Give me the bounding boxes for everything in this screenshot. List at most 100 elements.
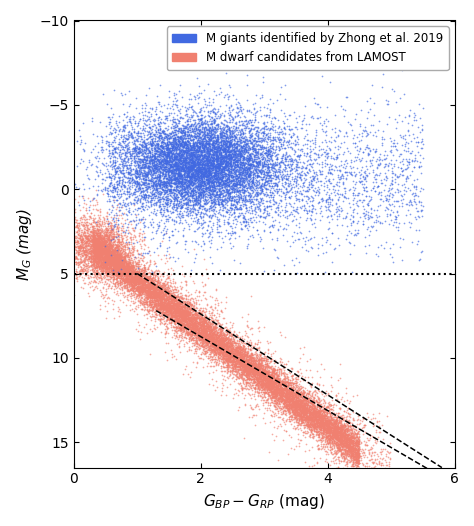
Point: [210, 172, 217, 180]
Point: [254, 148, 261, 157]
Point: [368, 469, 376, 478]
Point: [201, 141, 209, 149]
Point: [168, 317, 176, 325]
Point: [94, 249, 102, 257]
Point: [291, 373, 299, 382]
Point: [347, 432, 355, 440]
Point: [210, 156, 217, 165]
Point: [233, 152, 241, 160]
Point: [176, 159, 183, 167]
Point: [192, 195, 200, 203]
Point: [127, 272, 135, 281]
Point: [198, 166, 205, 175]
Point: [264, 349, 272, 358]
Point: [298, 408, 306, 416]
Point: [342, 437, 349, 446]
Point: [189, 311, 197, 319]
Point: [236, 363, 244, 371]
Point: [103, 99, 111, 108]
Point: [199, 135, 207, 143]
Point: [311, 407, 319, 416]
Point: [187, 322, 194, 330]
Point: [198, 340, 206, 349]
Point: [277, 386, 284, 394]
Point: [178, 181, 186, 190]
Point: [230, 349, 238, 358]
Point: [175, 118, 182, 127]
Point: [145, 181, 152, 190]
Point: [196, 338, 204, 346]
Point: [287, 402, 294, 411]
Point: [170, 124, 177, 133]
Point: [210, 173, 218, 181]
Point: [219, 334, 227, 342]
Point: [202, 161, 210, 169]
Point: [294, 402, 302, 410]
Point: [105, 219, 112, 228]
Point: [223, 346, 230, 354]
Point: [149, 178, 157, 187]
Point: [202, 139, 210, 148]
Point: [176, 155, 183, 163]
Point: [201, 335, 209, 343]
Point: [331, 423, 339, 432]
Point: [215, 341, 222, 350]
Point: [244, 389, 252, 397]
Point: [300, 416, 307, 424]
Point: [321, 430, 329, 438]
Point: [301, 404, 309, 413]
Point: [305, 178, 312, 186]
Point: [130, 276, 138, 285]
Point: [207, 164, 215, 173]
Point: [238, 362, 246, 370]
Point: [335, 126, 342, 134]
Point: [164, 196, 172, 205]
Point: [258, 187, 266, 196]
Point: [155, 289, 162, 297]
Point: [310, 415, 318, 423]
Point: [266, 379, 274, 388]
Point: [196, 323, 204, 331]
Point: [351, 438, 358, 447]
Point: [155, 173, 163, 181]
Point: [241, 401, 248, 409]
Point: [184, 330, 191, 338]
Point: [339, 149, 346, 158]
Point: [103, 227, 111, 236]
Point: [231, 377, 238, 385]
Point: [218, 346, 226, 354]
Point: [346, 418, 354, 426]
Point: [290, 409, 298, 418]
Point: [260, 366, 267, 375]
Point: [166, 175, 173, 184]
Point: [183, 299, 191, 308]
Point: [167, 187, 175, 196]
Point: [146, 308, 153, 317]
Point: [149, 141, 157, 149]
Point: [306, 431, 314, 439]
Point: [91, 247, 99, 255]
Point: [211, 193, 219, 201]
Point: [160, 166, 168, 175]
Point: [409, 129, 417, 138]
Point: [338, 414, 346, 422]
Point: [123, 271, 130, 280]
Point: [156, 176, 164, 185]
Point: [90, 245, 97, 254]
Point: [319, 408, 326, 417]
Point: [264, 382, 272, 391]
Point: [236, 130, 244, 138]
Point: [164, 135, 171, 144]
Point: [154, 296, 161, 304]
Point: [152, 145, 159, 153]
Point: [194, 170, 202, 179]
Point: [162, 165, 169, 174]
Point: [229, 360, 237, 368]
Point: [208, 342, 216, 351]
Point: [238, 352, 246, 360]
Point: [238, 164, 246, 172]
Point: [310, 401, 318, 409]
Point: [128, 170, 136, 179]
Point: [90, 257, 97, 265]
Point: [183, 137, 191, 145]
